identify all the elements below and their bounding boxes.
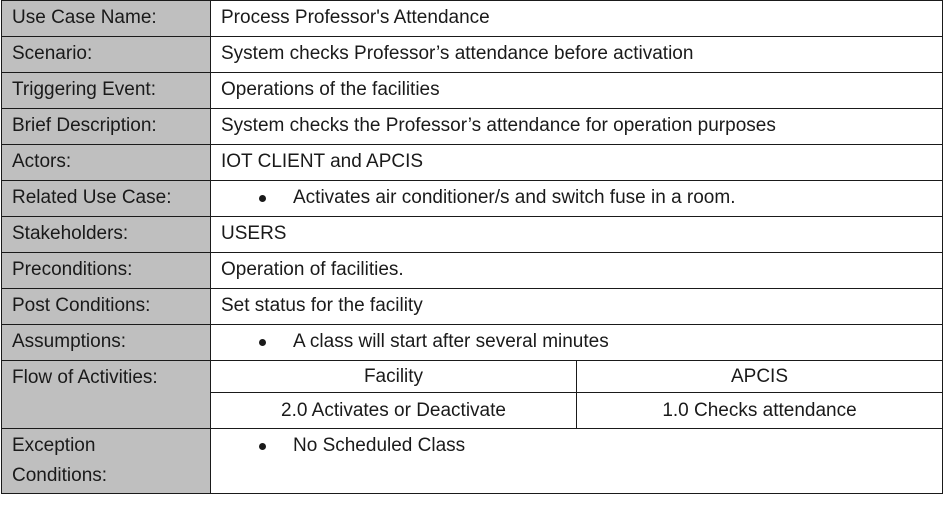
row-exception-conditions: Exception Conditions: No Scheduled Class [1, 428, 943, 494]
label-related-use-case: Related Use Case: [1, 180, 211, 217]
exception-bullet-item: No Scheduled Class [221, 429, 942, 463]
value-related-use-case: Activates air conditioner/s and switch f… [210, 180, 943, 217]
value-brief-description: System checks the Professor’s attendance… [210, 108, 943, 145]
value-exception-conditions: No Scheduled Class [210, 428, 943, 494]
value-stakeholders: USERS [210, 216, 943, 253]
use-case-table: Use Case Name: Process Professor's Atten… [1, 0, 943, 494]
label-actors: Actors: [1, 144, 211, 181]
row-related-use-case: Related Use Case: Activates air conditio… [1, 180, 943, 217]
row-post-conditions: Post Conditions: Set status for the faci… [1, 288, 943, 325]
row-flow-of-activities: Flow of Activities: Facility APCIS 2.0 A… [1, 360, 943, 429]
flow-header-facility: Facility [211, 361, 577, 393]
related-use-case-bullet-item: Activates air conditioner/s and switch f… [221, 181, 942, 215]
flow-step-row: 2.0 Activates or Deactivate 1.0 Checks a… [211, 392, 942, 428]
label-assumptions: Assumptions: [1, 324, 211, 361]
label-flow-of-activities: Flow of Activities: [1, 360, 211, 429]
value-post-conditions: Set status for the facility [210, 288, 943, 325]
row-assumptions: Assumptions: A class will start after se… [1, 324, 943, 361]
row-triggering-event: Triggering Event: Operations of the faci… [1, 72, 943, 109]
bullet-icon [259, 195, 266, 202]
label-post-conditions: Post Conditions: [1, 288, 211, 325]
row-use-case-name: Use Case Name: Process Professor's Atten… [1, 0, 943, 37]
flow-table: Facility APCIS 2.0 Activates or Deactiva… [211, 361, 942, 428]
row-actors: Actors: IOT CLIENT and APCIS [1, 144, 943, 181]
label-scenario: Scenario: [1, 36, 211, 73]
label-stakeholders: Stakeholders: [1, 216, 211, 253]
row-scenario: Scenario: System checks Professor’s atte… [1, 36, 943, 73]
flow-header-apcis: APCIS [576, 361, 942, 393]
label-use-case-name: Use Case Name: [1, 0, 211, 37]
value-preconditions: Operation of facilities. [210, 252, 943, 289]
row-brief-description: Brief Description: System checks the Pro… [1, 108, 943, 145]
label-exception-line2: Conditions: [12, 465, 108, 486]
label-exception-conditions: Exception Conditions: [1, 428, 211, 494]
value-triggering-event: Operations of the facilities [210, 72, 943, 109]
value-flow-of-activities: Facility APCIS 2.0 Activates or Deactiva… [210, 360, 943, 429]
label-brief-description: Brief Description: [1, 108, 211, 145]
flow-header-row: Facility APCIS [211, 361, 942, 393]
flow-step-facility: 2.0 Activates or Deactivate [281, 399, 506, 421]
value-scenario: System checks Professor’s attendance bef… [210, 36, 943, 73]
assumptions-bullet-item: A class will start after several minutes [221, 325, 942, 359]
label-preconditions: Preconditions: [1, 252, 211, 289]
value-actors: IOT CLIENT and APCIS [210, 144, 943, 181]
value-use-case-name: Process Professor's Attendance [210, 0, 943, 37]
label-triggering-event: Triggering Event: [1, 72, 211, 109]
exception-text: No Scheduled Class [293, 435, 466, 456]
flow-step-apcis: 1.0 Checks attendance [576, 392, 942, 428]
assumptions-text: A class will start after several minutes [293, 331, 609, 352]
value-assumptions: A class will start after several minutes [210, 324, 943, 361]
bullet-icon [259, 339, 266, 346]
label-exception-line1: Exception [12, 435, 96, 456]
row-stakeholders: Stakeholders: USERS [1, 216, 943, 253]
bullet-icon [259, 443, 266, 450]
related-use-case-text: Activates air conditioner/s and switch f… [293, 187, 736, 208]
row-preconditions: Preconditions: Operation of facilities. [1, 252, 943, 289]
